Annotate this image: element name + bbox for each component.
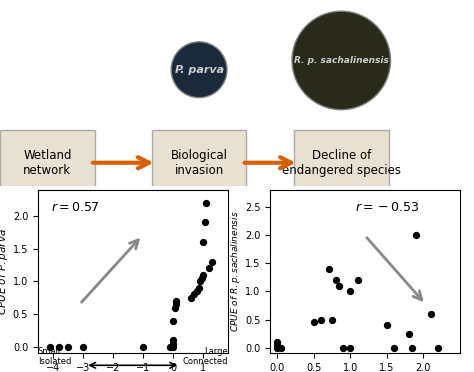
Point — [194, 288, 201, 294]
Point — [64, 344, 72, 350]
Text: Large
Connected: Large Connected — [182, 347, 228, 366]
Point — [209, 259, 216, 265]
Point — [46, 344, 54, 350]
Point — [201, 219, 209, 225]
Point — [170, 318, 177, 324]
Text: Wetland
network: Wetland network — [23, 149, 72, 177]
Point — [191, 292, 198, 298]
Text: Small
Isolated: Small Isolated — [38, 347, 71, 366]
Text: $r = -0.53$: $r = -0.53$ — [356, 201, 420, 214]
Text: P. parva: P. parva — [174, 65, 224, 75]
Point — [188, 295, 195, 301]
Point — [346, 288, 354, 294]
Point — [200, 272, 207, 278]
Point — [195, 285, 203, 291]
Point — [336, 283, 343, 289]
Point — [383, 322, 391, 328]
Point — [310, 320, 318, 326]
Point — [173, 298, 180, 304]
Point — [273, 342, 281, 348]
Y-axis label: CPUE of $P. parva$: CPUE of $P. parva$ — [0, 228, 10, 315]
Point — [197, 278, 204, 284]
Y-axis label: CPUE of $R. p. sachalinensis$: CPUE of $R. p. sachalinensis$ — [229, 211, 242, 332]
Point — [427, 311, 434, 317]
Text: Decline of
endangered species: Decline of endangered species — [282, 149, 401, 177]
Point — [170, 337, 177, 343]
Point — [325, 266, 332, 272]
Point — [170, 344, 177, 350]
Point — [79, 344, 87, 350]
Point — [332, 277, 339, 283]
Point — [139, 344, 147, 350]
Point — [339, 345, 347, 351]
FancyBboxPatch shape — [0, 130, 95, 195]
Point — [405, 331, 412, 337]
Point — [277, 345, 285, 351]
Point — [173, 301, 180, 307]
Point — [171, 305, 179, 311]
Point — [200, 239, 207, 245]
Point — [55, 344, 63, 350]
FancyBboxPatch shape — [152, 130, 246, 195]
Point — [346, 345, 354, 351]
Text: R. p. sachalinensis: R. p. sachalinensis — [294, 56, 389, 65]
Point — [166, 344, 174, 350]
Text: Biological
invasion: Biological invasion — [171, 149, 228, 177]
Text: $r = 0.57$: $r = 0.57$ — [51, 201, 100, 214]
Point — [206, 265, 213, 271]
Point — [434, 345, 442, 351]
Point — [328, 317, 336, 323]
Point — [273, 339, 281, 345]
Point — [318, 317, 325, 323]
Point — [391, 345, 398, 351]
Point — [170, 341, 177, 347]
Point — [273, 345, 281, 351]
Point — [412, 232, 420, 238]
Point — [203, 200, 210, 206]
Point — [409, 345, 416, 351]
Point — [198, 275, 206, 281]
FancyBboxPatch shape — [294, 130, 389, 195]
Point — [354, 277, 362, 283]
